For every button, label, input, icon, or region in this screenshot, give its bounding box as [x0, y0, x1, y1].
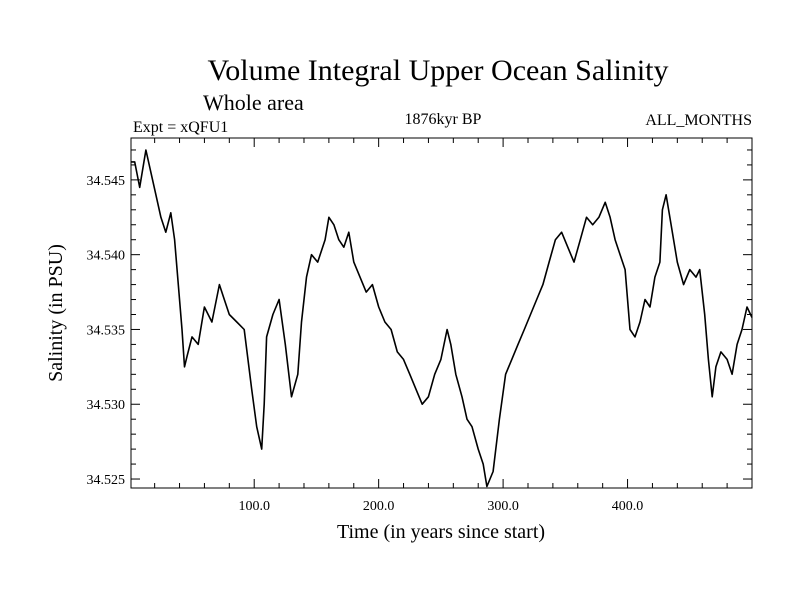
x-tick-label: 400.0: [612, 499, 644, 514]
y-tick-label: 34.535: [87, 323, 126, 338]
x-tick-label: 100.0: [238, 499, 270, 514]
experiment-label: Expt = xQFU1: [133, 119, 228, 136]
y-tick-label: 34.530: [87, 398, 126, 413]
y-tick-label: 34.525: [87, 473, 126, 488]
y-tick-label: 34.545: [87, 174, 126, 189]
y-axis-ticks: 34.525 34.530 34.535 34.540 34.545: [87, 149, 752, 488]
x-axis-label: Time (in years since start): [337, 521, 545, 543]
period-label: 1876kyr BP: [405, 111, 482, 128]
y-tick-label: 34.540: [87, 249, 126, 264]
months-label: ALL_MONTHS: [645, 112, 752, 129]
chart-subtitle: Whole area: [203, 90, 304, 115]
chart-title: Volume Integral Upper Ocean Salinity: [208, 54, 669, 87]
x-axis-ticks: 100.0 200.0 300.0 400.0: [154, 138, 728, 514]
x-tick-label: 200.0: [363, 499, 395, 514]
x-tick-label: 300.0: [487, 499, 519, 514]
salinity-series-line: [131, 149, 753, 488]
plot-frame: [130, 137, 753, 489]
y-axis-label: Salinity (in PSU): [45, 244, 67, 382]
